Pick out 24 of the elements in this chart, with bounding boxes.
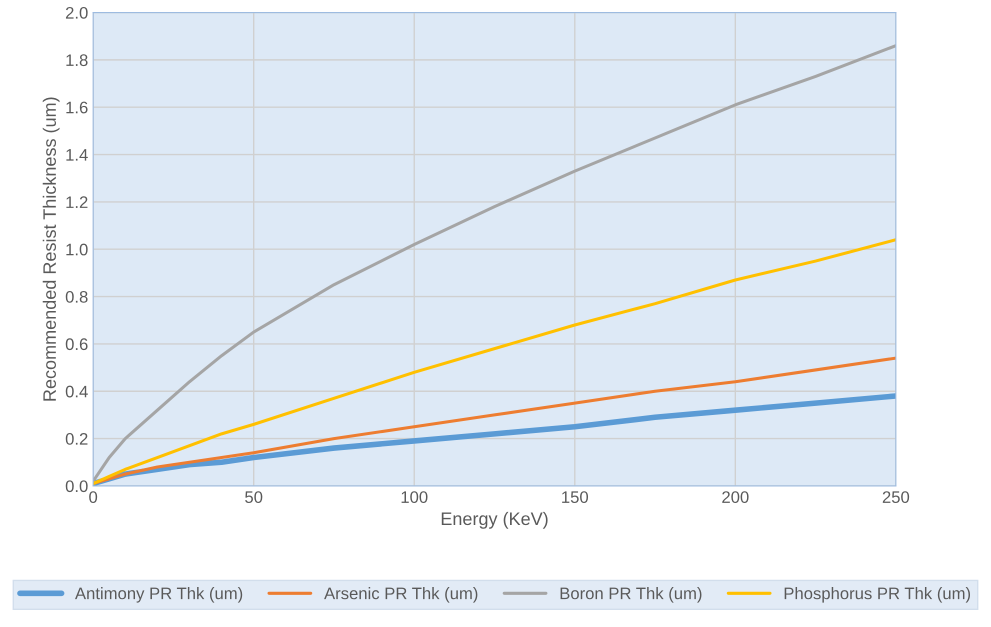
x-tick-label: 200 — [722, 491, 749, 504]
x-tick-label: 100 — [402, 491, 428, 504]
x-axis-title: Energy (KeV) — [442, 512, 548, 529]
y-tick-label: 1.6 — [66, 102, 88, 114]
y-axis-title: Recommended Resist Thickness (um) — [42, 97, 60, 401]
y-tick-label: 1.8 — [66, 54, 88, 66]
legend-label: Phosphorus PR Thk (um) — [784, 587, 970, 603]
y-tick-label: 1.4 — [66, 149, 88, 161]
y-tick-label: 2.0 — [66, 6, 88, 19]
x-tick-label: 150 — [562, 491, 588, 504]
legend-label: Arsenic PR Thk (um) — [324, 587, 478, 603]
legend-label: Boron PR Thk (um) — [560, 587, 702, 603]
y-tick-label: 1.0 — [66, 244, 88, 256]
y-tick-label: 0.2 — [66, 432, 88, 445]
line-series — [93, 44, 896, 483]
y-tick-label: 0.0 — [66, 480, 88, 492]
x-tick-label: 250 — [882, 491, 910, 504]
y-tick-label: 0.4 — [66, 386, 88, 398]
x-tick-label: 50 — [245, 491, 262, 504]
x-tick-label: 0 — [89, 491, 98, 504]
y-tick-label: 1.2 — [66, 196, 88, 208]
y-tick-label: 0.6 — [66, 338, 88, 350]
y-tick-label: 0.8 — [66, 290, 88, 303]
legend-label: Antimony PR Thk (um) — [74, 587, 242, 603]
